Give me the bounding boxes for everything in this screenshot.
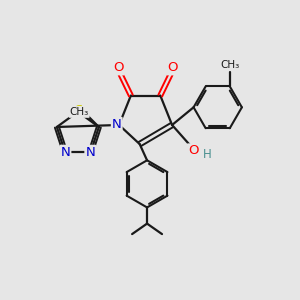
Text: N: N bbox=[112, 118, 122, 131]
Text: N: N bbox=[61, 146, 70, 159]
Text: O: O bbox=[167, 61, 178, 74]
Text: O: O bbox=[188, 144, 199, 158]
Text: S: S bbox=[74, 104, 82, 117]
Text: H: H bbox=[203, 148, 212, 161]
Text: CH₃: CH₃ bbox=[220, 60, 239, 70]
Text: N: N bbox=[85, 146, 95, 159]
Text: CH₃: CH₃ bbox=[70, 107, 89, 117]
Text: O: O bbox=[113, 61, 124, 74]
